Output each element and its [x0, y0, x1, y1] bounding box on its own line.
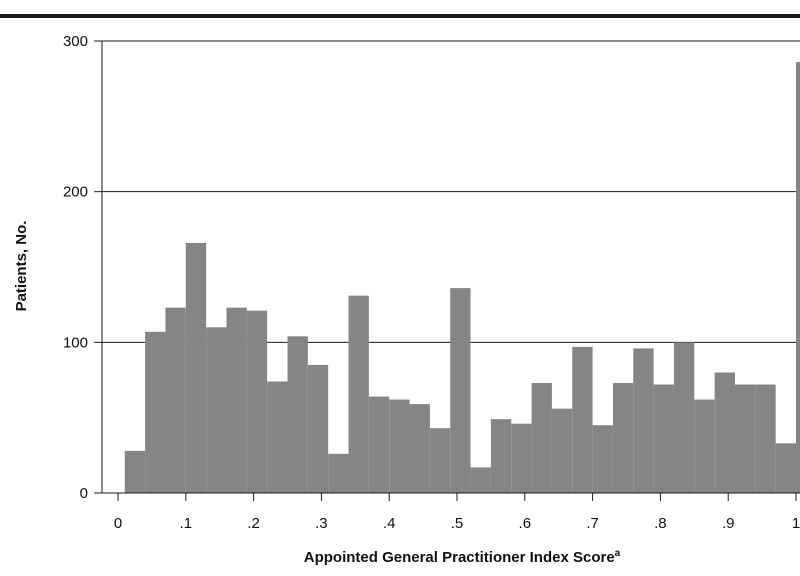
y-tick-label: 0	[80, 485, 88, 502]
y-tick-label: 100	[63, 334, 88, 351]
title-rule	[0, 14, 800, 18]
histogram-bar	[572, 346, 593, 493]
histogram-bar	[450, 288, 471, 493]
x-tick-label: .5	[451, 515, 464, 532]
histogram-bar	[511, 423, 532, 493]
histogram-bar	[246, 310, 268, 493]
histogram-bar	[368, 396, 390, 493]
y-tick-label: 300	[63, 33, 88, 50]
histogram-bar	[165, 307, 186, 493]
x-tick-label: .8	[654, 515, 667, 532]
histogram-bar	[592, 425, 613, 493]
x-axis-title-superscript: a	[615, 548, 621, 559]
histogram-bar	[734, 384, 756, 493]
histogram-bar	[673, 342, 695, 493]
histogram-bar	[694, 399, 715, 493]
x-tick-label: .4	[383, 515, 396, 532]
histogram-bar	[796, 62, 800, 494]
x-tick-label: .7	[586, 515, 599, 532]
x-tick-label: 0	[114, 515, 122, 532]
histogram-bar	[490, 419, 512, 493]
x-tick-label: .9	[722, 515, 735, 532]
histogram-bar	[206, 327, 227, 493]
x-tick-label: .2	[247, 515, 260, 532]
histogram-bar	[287, 336, 308, 493]
histogram-bar	[755, 384, 776, 493]
histogram-bar	[307, 364, 329, 493]
x-tick-label: 1	[792, 515, 800, 532]
x-tick-label: .1	[180, 515, 193, 532]
histogram-bar	[653, 384, 674, 493]
histogram-bar	[429, 428, 451, 493]
x-axis-title: Appointed General Practitioner Index Sco…	[304, 548, 621, 566]
histogram-bar	[124, 450, 146, 493]
histogram-bar	[714, 372, 735, 493]
axes: 0 100 200 300 0 .1 .2 .3 .4 .5 .6 .7 .8 .9 1	[63, 33, 800, 532]
histogram-bar	[612, 383, 634, 493]
histogram-bar	[409, 404, 430, 493]
x-tick-label: .3	[315, 515, 328, 532]
x-tick-label: .6	[519, 515, 532, 532]
histogram-bar	[531, 383, 552, 493]
histogram-bar	[470, 467, 491, 493]
histogram-bar	[551, 408, 573, 493]
x-axis-title-main: Appointed General Practitioner Index Sco…	[304, 549, 615, 566]
histogram-bar	[185, 242, 207, 493]
histogram-bar	[328, 453, 349, 493]
histogram-bar	[389, 399, 410, 493]
y-tick-label: 200	[63, 184, 88, 201]
bars	[124, 62, 800, 494]
y-axis-title: Patients, No.	[13, 221, 30, 312]
histogram-bar	[226, 307, 247, 493]
histogram-bar	[267, 381, 288, 493]
histogram-bar	[633, 348, 654, 493]
histogram-bar	[348, 295, 369, 493]
histogram-bar	[775, 443, 796, 493]
histogram-bar	[145, 331, 166, 493]
